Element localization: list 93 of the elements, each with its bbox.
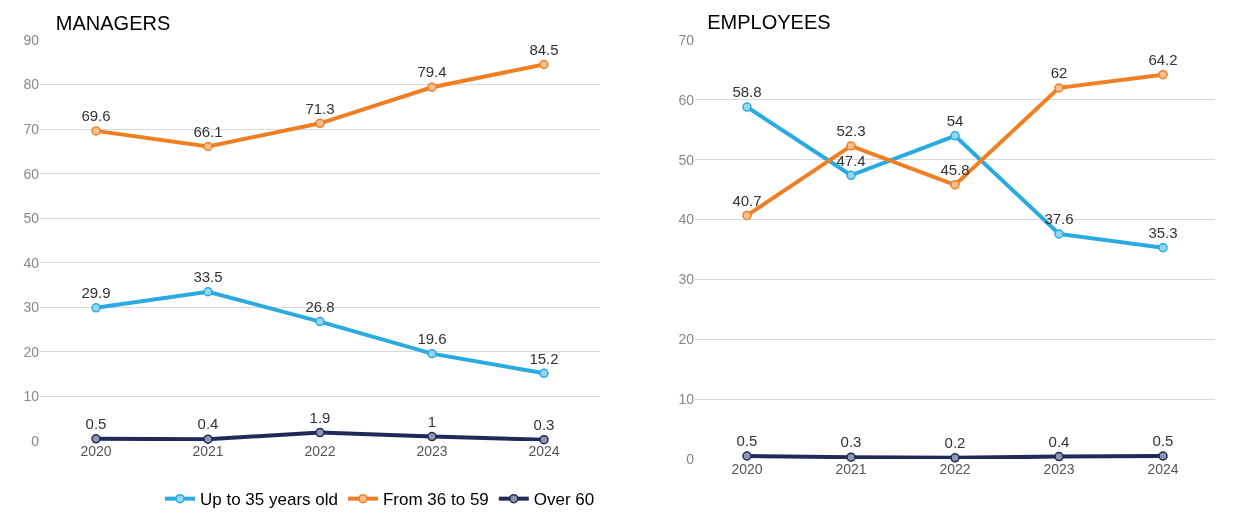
data-label: 47.4 bbox=[836, 151, 866, 169]
y-tick-label: 10 bbox=[23, 388, 40, 405]
point bbox=[846, 452, 856, 462]
point bbox=[203, 286, 213, 297]
data-label: 45.8 bbox=[940, 161, 970, 179]
point bbox=[91, 303, 101, 313]
data-label: 0.4 bbox=[197, 415, 219, 433]
y-tick-label: 80 bbox=[23, 76, 40, 93]
data-label: 0.2 bbox=[944, 434, 966, 452]
point bbox=[846, 141, 856, 151]
point bbox=[427, 431, 437, 442]
data-label: 62 bbox=[1050, 64, 1068, 82]
data-label: 1.9 bbox=[309, 408, 331, 426]
point bbox=[315, 118, 325, 129]
x-tick-label: 2023 bbox=[1043, 461, 1075, 477]
x-tick-label: 2021 bbox=[835, 461, 867, 477]
point bbox=[203, 141, 213, 152]
x-tick-label: 2021 bbox=[192, 443, 224, 459]
data-label: 1 bbox=[427, 412, 437, 430]
point bbox=[1158, 242, 1168, 253]
point bbox=[742, 210, 752, 221]
data-label: 0.5 bbox=[85, 415, 107, 433]
point bbox=[1158, 451, 1168, 461]
x-tick-label: 2022 bbox=[939, 461, 971, 477]
point bbox=[1158, 69, 1168, 80]
data-label: 66.1 bbox=[193, 122, 223, 140]
y-tick-label: 90 bbox=[23, 31, 40, 48]
data-label: 71.3 bbox=[305, 99, 335, 117]
y-tick-label: 20 bbox=[678, 331, 695, 348]
point bbox=[315, 427, 325, 438]
point bbox=[950, 131, 960, 141]
point bbox=[91, 126, 101, 136]
point bbox=[846, 170, 856, 181]
point bbox=[539, 368, 549, 379]
point bbox=[950, 453, 960, 463]
point bbox=[950, 180, 960, 190]
point bbox=[742, 451, 752, 461]
y-tick-label: 40 bbox=[23, 254, 40, 271]
y-tick-label: 20 bbox=[23, 343, 40, 360]
point bbox=[1054, 451, 1064, 462]
point bbox=[427, 348, 437, 359]
y-tick-label: 60 bbox=[678, 91, 695, 108]
data-label: 35.3 bbox=[1148, 223, 1178, 241]
y-tick-label: 0 bbox=[686, 450, 695, 467]
point bbox=[203, 434, 213, 444]
data-label: 0.3 bbox=[840, 433, 862, 451]
data-label: 0.4 bbox=[1048, 432, 1070, 450]
legend-label: Over 60 bbox=[533, 490, 595, 510]
data-label: 64.2 bbox=[1148, 50, 1178, 68]
data-label: 40.7 bbox=[732, 191, 762, 209]
point bbox=[315, 316, 325, 327]
data-label: 19.6 bbox=[417, 329, 447, 347]
y-tick-label: 50 bbox=[678, 151, 695, 168]
y-tick-label: 50 bbox=[23, 210, 40, 227]
y-tick-label: 10 bbox=[678, 391, 695, 408]
data-label: 0.3 bbox=[533, 415, 555, 433]
y-tick-label: 70 bbox=[23, 121, 40, 138]
y-tick-label: 40 bbox=[678, 211, 695, 228]
x-tick-label: 2020 bbox=[731, 461, 763, 477]
y-tick-label: 30 bbox=[23, 299, 40, 316]
x-tick-label: 2020 bbox=[80, 443, 112, 459]
point bbox=[1054, 83, 1064, 93]
chart-title: EMPLOYEES bbox=[707, 10, 831, 33]
y-tick-label: 30 bbox=[678, 271, 695, 288]
y-tick-label: 70 bbox=[678, 31, 695, 48]
data-label: 37.6 bbox=[1044, 210, 1074, 228]
data-label: 33.5 bbox=[193, 267, 223, 285]
legend-label: From 36 to 59 bbox=[382, 490, 489, 510]
data-label: 15.2 bbox=[529, 349, 559, 367]
x-tick-label: 2024 bbox=[1147, 461, 1179, 477]
y-tick-label: 60 bbox=[23, 165, 40, 182]
x-tick-label: 2023 bbox=[416, 443, 448, 459]
data-label: 69.6 bbox=[81, 107, 111, 125]
point bbox=[742, 102, 752, 112]
data-label: 54 bbox=[946, 112, 964, 130]
data-label: 26.8 bbox=[305, 297, 335, 315]
point bbox=[427, 82, 437, 92]
data-label: 29.9 bbox=[81, 284, 111, 302]
data-label: 58.8 bbox=[732, 83, 762, 101]
data-label: 52.3 bbox=[836, 122, 866, 140]
point bbox=[91, 434, 101, 444]
data-label: 0.5 bbox=[736, 432, 758, 450]
data-label: 84.5 bbox=[529, 40, 559, 58]
x-tick-label: 2022 bbox=[304, 443, 336, 459]
data-label: 79.4 bbox=[417, 63, 447, 81]
data-label: 0.5 bbox=[1152, 432, 1174, 450]
y-tick-label: 0 bbox=[31, 432, 40, 449]
chart-title: MANAGERS bbox=[55, 11, 171, 34]
point bbox=[1054, 229, 1064, 239]
x-tick-label: 2024 bbox=[528, 443, 560, 459]
point bbox=[539, 434, 549, 445]
point bbox=[539, 59, 549, 70]
legend-label: Up to 35 years old bbox=[200, 490, 338, 510]
